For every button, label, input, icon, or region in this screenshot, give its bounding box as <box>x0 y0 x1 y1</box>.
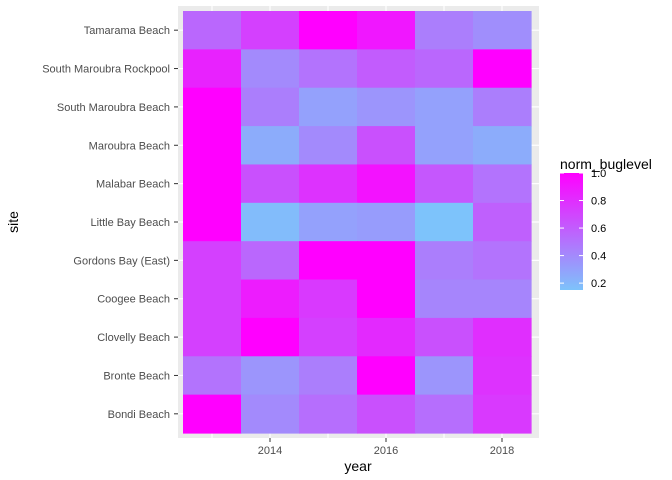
heatmap-tile <box>183 202 242 242</box>
legend-ticks: 1.0 0.8 0.6 0.4 0.2 <box>560 168 606 290</box>
x-tick-label: 2014 <box>258 445 282 457</box>
heatmap-tile <box>357 202 416 242</box>
heatmap-tile <box>415 11 474 50</box>
heatmap-tile <box>183 49 242 89</box>
heatmap-tile <box>299 11 358 50</box>
heatmap-tile <box>183 394 242 434</box>
heatmap-tile <box>299 394 358 434</box>
heatmap-tile <box>473 87 532 127</box>
heatmap-tile <box>415 317 474 357</box>
heatmap-tile <box>473 317 532 357</box>
legend-tick-label: 1.0 <box>591 168 606 180</box>
heatmap-tile <box>473 126 532 166</box>
y-tick-label: Tamarama Beach <box>84 25 170 37</box>
heatmap-tile <box>183 126 242 166</box>
heatmap-tile <box>415 126 474 166</box>
heatmap-tile <box>241 241 300 281</box>
y-axis: Tamarama Beach South Maroubra Rockpool Sou… <box>42 25 178 421</box>
heatmap-tile <box>415 164 474 204</box>
heatmap-tile <box>357 241 416 281</box>
heatmap-tile <box>299 202 358 242</box>
heatmap-tile <box>473 394 532 434</box>
heatmap-tile <box>357 279 416 319</box>
heatmap-tile <box>241 49 300 89</box>
legend-tick-label: 0.6 <box>591 223 606 235</box>
y-tick-label: Clovelly Beach <box>97 332 170 344</box>
heatmap-tile <box>299 87 358 127</box>
heatmap-tile <box>241 279 300 319</box>
legend: norm_buglevel 1.0 0.8 0.6 0.4 0.2 <box>560 156 652 290</box>
heatmap-tile <box>473 11 532 50</box>
heatmap-tile <box>415 87 474 127</box>
heatmap-tile <box>357 11 416 50</box>
heatmap-tile <box>415 356 474 396</box>
heatmap-tile <box>415 279 474 319</box>
heatmap-tile <box>183 356 242 396</box>
heatmap-tile <box>183 87 242 127</box>
heatmap-tile <box>241 394 300 434</box>
heatmap-tile <box>473 49 532 89</box>
x-tick-label: 2018 <box>490 445 514 457</box>
heatmap-tile <box>183 11 242 50</box>
y-tick-label: South Maroubra Rockpool <box>42 64 170 76</box>
legend-tick-label: 0.4 <box>591 251 606 263</box>
y-tick-label: Gordons Bay (East) <box>73 255 170 267</box>
x-axis: 2014 2016 2018 <box>258 438 514 457</box>
heatmap-tile <box>241 126 300 166</box>
heatmap-tile <box>299 241 358 281</box>
heatmap-tile <box>299 49 358 89</box>
y-tick-label: Maroubra Beach <box>89 140 170 152</box>
heatmap-tile <box>473 241 532 281</box>
heatmap-tile <box>241 87 300 127</box>
heatmap-tiles <box>183 11 532 434</box>
heatmap-tile <box>299 126 358 166</box>
legend-tick-label: 0.8 <box>591 196 606 208</box>
heatmap-tile <box>473 202 532 242</box>
heatmap-tile <box>415 49 474 89</box>
heatmap-tile <box>473 356 532 396</box>
heatmap-tile <box>473 279 532 319</box>
heatmap-tile <box>299 279 358 319</box>
heatmap-tile <box>357 49 416 89</box>
heatmap-tile <box>415 241 474 281</box>
heatmap-tile <box>357 394 416 434</box>
heatmap-tile <box>183 279 242 319</box>
heatmap-tile <box>183 241 242 281</box>
heatmap-tile <box>183 317 242 357</box>
legend-title: norm_buglevel <box>560 156 652 172</box>
y-tick-label: Bronte Beach <box>103 370 170 382</box>
heatmap-tile <box>357 126 416 166</box>
heatmap-tile <box>473 164 532 204</box>
heatmap-tile <box>357 87 416 127</box>
heatmap-tile <box>357 317 416 357</box>
y-tick-label: Malabar Beach <box>96 179 170 191</box>
heatmap-tile <box>357 356 416 396</box>
y-tick-label: Bondi Beach <box>108 409 170 421</box>
heatmap-tile <box>299 317 358 357</box>
heatmap-tile <box>241 202 300 242</box>
heatmap-tile <box>357 164 416 204</box>
heatmap-tile <box>241 164 300 204</box>
heatmap-tile <box>183 164 242 204</box>
y-axis-title: site <box>5 211 21 233</box>
y-tick-label: South Maroubra Beach <box>57 102 170 114</box>
heatmap-tile <box>415 202 474 242</box>
x-axis-title: year <box>344 458 372 474</box>
x-tick-label: 2016 <box>374 445 398 457</box>
heatmap-tile <box>241 317 300 357</box>
y-tick-label: Little Bay Beach <box>91 217 171 229</box>
heatmap-tile <box>299 164 358 204</box>
heatmap-tile <box>241 356 300 396</box>
heatmap-tile <box>299 356 358 396</box>
heatmap-tile <box>241 11 300 50</box>
legend-tick-label: 0.2 <box>591 278 606 290</box>
legend-colorbar <box>560 173 583 290</box>
heatmap-tile <box>415 394 474 434</box>
y-tick-label: Coogee Beach <box>97 294 170 306</box>
